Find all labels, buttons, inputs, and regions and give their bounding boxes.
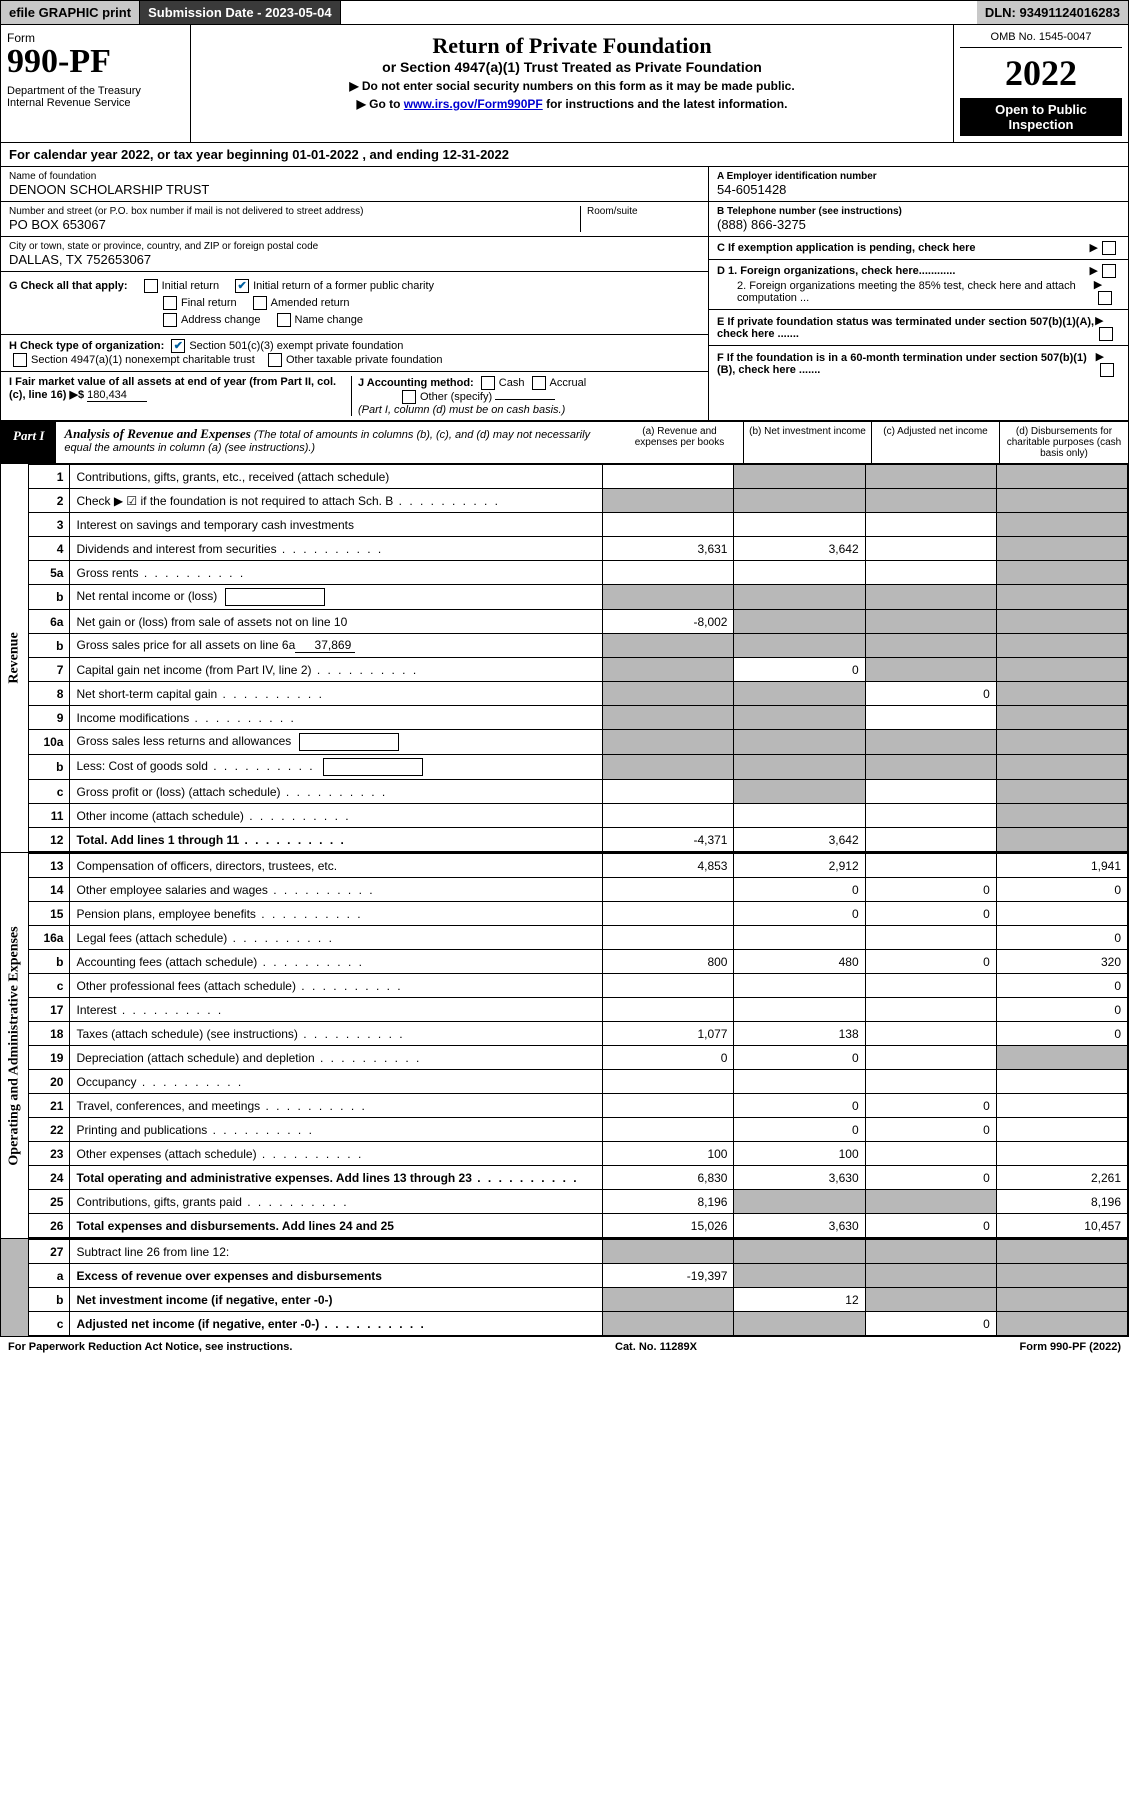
footer-left: For Paperwork Reduction Act Notice, see … [8, 1341, 292, 1353]
60month-checkbox[interactable] [1100, 363, 1114, 377]
table-row: 6aNet gain or (loss) from sale of assets… [29, 610, 1128, 634]
initial-return-checkbox[interactable] [144, 279, 158, 293]
irs-link[interactable]: www.irs.gov/Form990PF [404, 97, 543, 111]
revenue-side-label: Revenue [1, 464, 29, 852]
table-row: 3Interest on savings and temporary cash … [29, 513, 1128, 537]
table-row: 19Depreciation (attach schedule) and dep… [29, 1046, 1128, 1070]
col-d-header: (d) Disbursements for charitable purpose… [1000, 422, 1128, 463]
form-number: 990-PF [7, 45, 184, 79]
section-g: G Check all that apply: Initial return I… [1, 272, 708, 335]
table-row: 2Check ▶ ☑ if the foundation is not requ… [29, 489, 1128, 513]
footer-mid: Cat. No. 11289X [615, 1341, 697, 1353]
col-b-header: (b) Net investment income [744, 422, 872, 463]
section-j: J Accounting method: Cash Accrual Other … [351, 376, 700, 416]
form-title: Return of Private Foundation [199, 33, 945, 59]
initial-former-checkbox[interactable] [235, 279, 249, 293]
table-row: 14Other employee salaries and wages000 [29, 878, 1128, 902]
table-row: cOther professional fees (attach schedul… [29, 974, 1128, 998]
section-h: H Check type of organization: Section 50… [1, 335, 708, 372]
dln-label: DLN: 93491124016283 [977, 1, 1128, 24]
table-row: 26Total expenses and disbursements. Add … [29, 1214, 1128, 1238]
table-row: 21Travel, conferences, and meetings00 [29, 1094, 1128, 1118]
room-label: Room/suite [587, 206, 700, 217]
final-return-checkbox[interactable] [163, 296, 177, 310]
phone-value: (888) 866-3275 [717, 217, 1120, 232]
amended-return-checkbox[interactable] [253, 296, 267, 310]
foreign-org-checkbox[interactable] [1102, 264, 1116, 278]
tax-year: 2022 [960, 48, 1122, 98]
table-row: 12Total. Add lines 1 through 11-4,3713,6… [29, 828, 1128, 852]
table-row: 13Compensation of officers, directors, t… [29, 854, 1128, 878]
foundation-name-label: Name of foundation [9, 171, 700, 182]
table-row: 8Net short-term capital gain0 [29, 682, 1128, 706]
part1-label: Part I [1, 422, 56, 463]
city-value: DALLAS, TX 752653067 [9, 252, 700, 267]
foundation-name: DENOON SCHOLARSHIP TRUST [9, 182, 700, 197]
table-row: cGross profit or (loss) (attach schedule… [29, 780, 1128, 804]
section-i: I Fair market value of all assets at end… [9, 376, 351, 416]
table-row: aExcess of revenue over expenses and dis… [29, 1264, 1128, 1288]
accrual-checkbox[interactable] [532, 376, 546, 390]
address-label: Number and street (or P.O. box number if… [9, 206, 580, 217]
table-row: 18Taxes (attach schedule) (see instructi… [29, 1022, 1128, 1046]
table-row: 23Other expenses (attach schedule)100100 [29, 1142, 1128, 1166]
omb-number: OMB No. 1545-0047 [960, 31, 1122, 48]
instr-2: ▶ Go to www.irs.gov/Form990PF for instru… [199, 97, 945, 111]
efile-label: efile GRAPHIC print [1, 1, 140, 24]
phone-label: B Telephone number (see instructions) [717, 206, 1120, 217]
table-row: 1Contributions, gifts, grants, etc., rec… [29, 465, 1128, 489]
table-row: 16aLegal fees (attach schedule)0 [29, 926, 1128, 950]
table-row: 5aGross rents [29, 561, 1128, 585]
table-row: 10aGross sales less returns and allowanc… [29, 730, 1128, 755]
expenses-table: 13Compensation of officers, directors, t… [29, 853, 1128, 1238]
501c3-checkbox[interactable] [171, 339, 185, 353]
table-row: bNet rental income or (loss) [29, 585, 1128, 610]
revenue-table: 1Contributions, gifts, grants, etc., rec… [29, 464, 1128, 852]
col-a-header: (a) Revenue and expenses per books [616, 422, 744, 463]
col-c-header: (c) Adjusted net income [872, 422, 1000, 463]
table-row: 7Capital gain net income (from Part IV, … [29, 658, 1128, 682]
c-label: C If exemption application is pending, c… [717, 242, 976, 254]
footer-right: Form 990-PF (2022) [1020, 1341, 1121, 1353]
table-row: 17Interest0 [29, 998, 1128, 1022]
exemption-pending-checkbox[interactable] [1102, 241, 1116, 255]
table-row: cAdjusted net income (if negative, enter… [29, 1312, 1128, 1336]
fmv-value: 180,434 [87, 389, 147, 402]
cash-checkbox[interactable] [481, 376, 495, 390]
address: PO BOX 653067 [9, 217, 580, 232]
table-row: 20Occupancy [29, 1070, 1128, 1094]
table-row: bGross sales price for all assets on lin… [29, 634, 1128, 658]
submission-date: Submission Date - 2023-05-04 [140, 1, 341, 24]
table-row: 24Total operating and administrative exp… [29, 1166, 1128, 1190]
address-change-checkbox[interactable] [163, 313, 177, 327]
instr-1: ▶ Do not enter social security numbers o… [199, 79, 945, 93]
table-row: 11Other income (attach schedule) [29, 804, 1128, 828]
table-row: 9Income modifications [29, 706, 1128, 730]
table-row: bNet investment income (if negative, ent… [29, 1288, 1128, 1312]
form-subtitle: or Section 4947(a)(1) Trust Treated as P… [199, 59, 945, 75]
terminated-checkbox[interactable] [1099, 327, 1113, 341]
dept-label: Department of the Treasury Internal Reve… [7, 85, 184, 109]
other-method-checkbox[interactable] [402, 390, 416, 404]
summary-table: 27Subtract line 26 from line 12:aExcess … [29, 1239, 1128, 1336]
city-label: City or town, state or province, country… [9, 241, 700, 252]
table-row: 22Printing and publications00 [29, 1118, 1128, 1142]
expenses-side-label: Operating and Administrative Expenses [1, 853, 29, 1238]
open-public-label: Open to Public Inspection [960, 98, 1122, 136]
name-change-checkbox[interactable] [277, 313, 291, 327]
calendar-year-line: For calendar year 2022, or tax year begi… [0, 143, 1129, 167]
table-row: bAccounting fees (attach schedule)800480… [29, 950, 1128, 974]
table-row: bLess: Cost of goods sold [29, 755, 1128, 780]
other-taxable-checkbox[interactable] [268, 353, 282, 367]
foreign-85-checkbox[interactable] [1098, 291, 1112, 305]
part1-title: Analysis of Revenue and Expenses [64, 426, 250, 441]
ein-value: 54-6051428 [717, 182, 1120, 197]
table-row: 4Dividends and interest from securities3… [29, 537, 1128, 561]
4947-checkbox[interactable] [13, 353, 27, 367]
table-row: 27Subtract line 26 from line 12: [29, 1240, 1128, 1264]
table-row: 15Pension plans, employee benefits00 [29, 902, 1128, 926]
table-row: 25Contributions, gifts, grants paid8,196… [29, 1190, 1128, 1214]
ein-label: A Employer identification number [717, 171, 1120, 182]
